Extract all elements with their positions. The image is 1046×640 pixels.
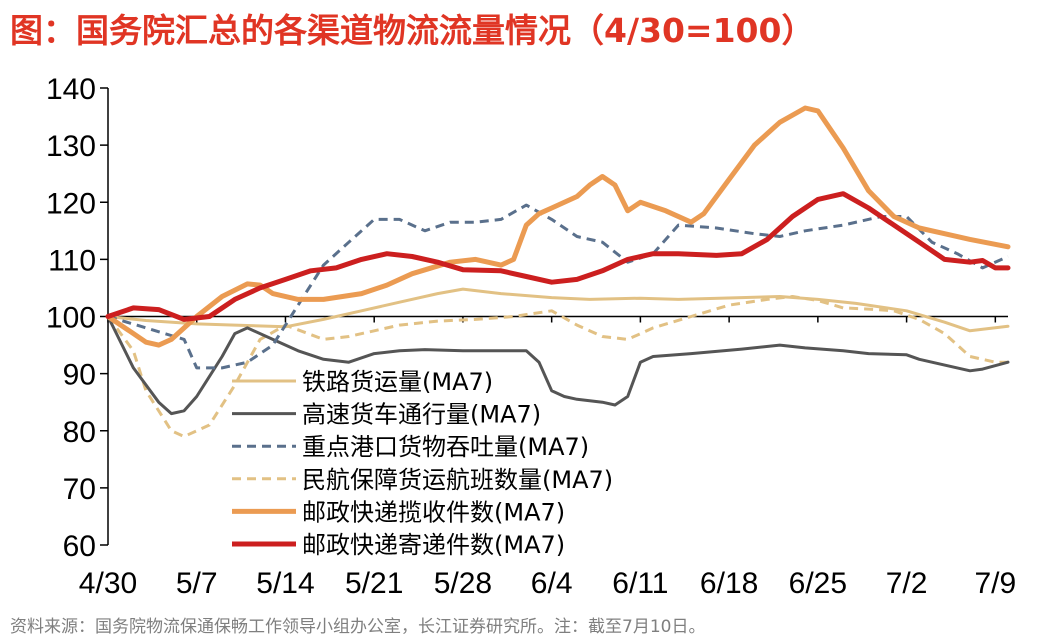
x-tick-label: 5/28	[434, 567, 492, 600]
x-tick-label: 5/7	[176, 567, 218, 600]
x-tick-label: 6/11	[612, 567, 668, 600]
x-tick-label: 6/4	[531, 567, 573, 600]
chart-title: 图：国务院汇总的各渠道物流流量情况（4/30=100）	[10, 11, 815, 50]
legend-label-5: 邮政快递揽收件数(MA7)	[302, 498, 565, 526]
y-tick-label: 60	[63, 530, 96, 563]
series-line-1	[106, 287, 1010, 333]
y-tick-label: 120	[46, 187, 96, 220]
x-tick-label: 5/21	[345, 567, 403, 600]
x-tick-label: 4/30	[79, 567, 137, 600]
series-line-6	[105, 191, 1011, 322]
y-tick-label: 130	[46, 130, 96, 163]
legend-label-6: 邮政快递寄递件数(MA7)	[302, 531, 565, 559]
x-tick-label: 6/25	[789, 567, 847, 600]
legend-label-4: 民航保障货运航班数量(MA7)	[302, 466, 613, 494]
x-tick-label: 5/14	[256, 567, 314, 600]
y-tick-label: 100	[46, 302, 96, 335]
series-line-5	[105, 105, 1011, 348]
y-tick-label: 80	[63, 416, 96, 449]
y-tick-label: 110	[48, 244, 96, 277]
y-tick-label: 90	[63, 359, 96, 392]
legend-label-3: 重点港口货物吞吐量(MA7)	[302, 433, 589, 461]
x-tick-label: 7/9	[974, 567, 1016, 600]
source-note: 资料来源：国务院物流保通保畅工作领导小组办公室，长江证券研究所。注：截至7月10…	[10, 617, 706, 637]
series-line-4	[106, 295, 1008, 438]
x-tick-label: 6/18	[700, 567, 758, 600]
x-tick-label: 7/2	[886, 567, 928, 600]
y-tick-label: 140	[46, 73, 96, 106]
legend-label-1: 铁路货运量(MA7)	[302, 368, 493, 396]
y-tick-label: 70	[63, 473, 96, 506]
chart-axes: 60 70 80 90 100 110 120 130 140 4/30 5/7 5/14 5/21 5/…	[46, 73, 1016, 600]
legend-label-2: 高速货车通行量(MA7)	[302, 401, 541, 429]
chart-series-lines	[105, 105, 1011, 438]
series-line-2	[106, 315, 1010, 416]
chart-legend: 铁路货运量(MA7) 高速货车通行量(MA7) 重点港口货物吞吐量(MA7) 民航保障…	[232, 368, 613, 559]
